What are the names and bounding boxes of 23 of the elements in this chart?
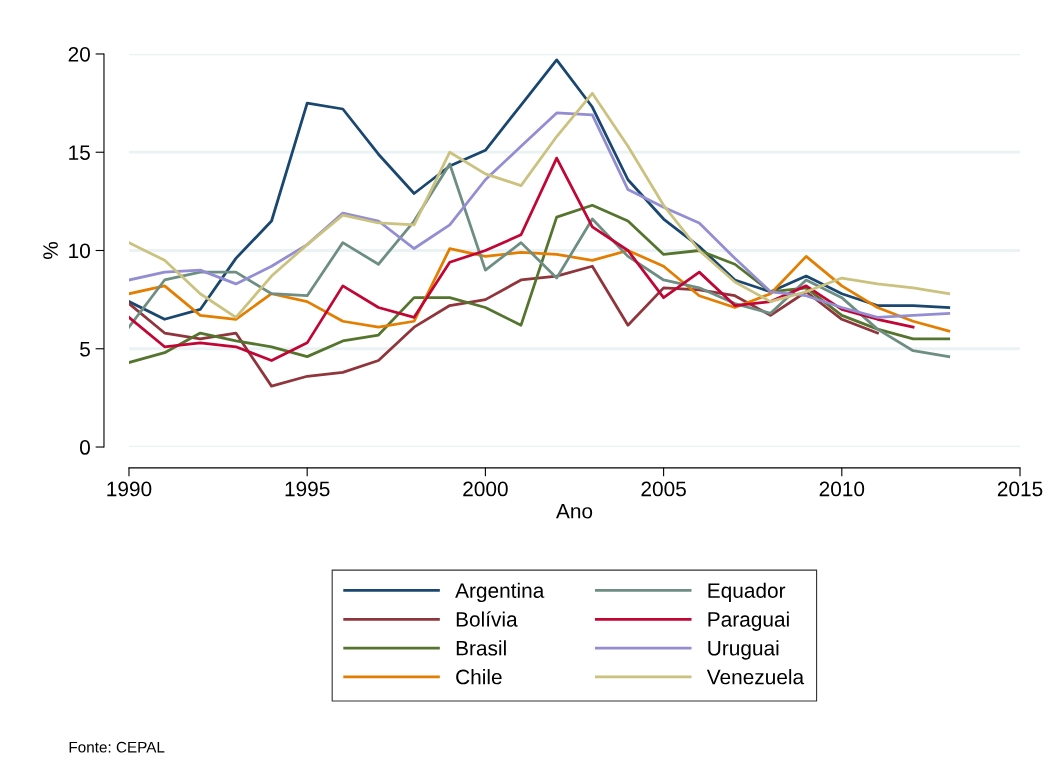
legend-label: Venezuela — [706, 669, 805, 685]
x-tick-label: 2015 — [997, 481, 1043, 497]
y-tick-label: 20 — [68, 46, 90, 62]
legend-label: Paraguai — [708, 611, 789, 631]
x-axis-title: Ano — [556, 504, 593, 519]
y-tick-label: 10 — [69, 243, 90, 259]
x-tick-label: 2005 — [641, 481, 686, 497]
x-tick-label: 2000 — [463, 481, 508, 497]
y-tick-label: 15 — [69, 145, 90, 160]
y-axis-title: % — [43, 241, 58, 260]
legend-label: Bolívia — [456, 611, 518, 627]
y-tick-label: 5 — [80, 341, 90, 357]
y-tick-label: 0 — [80, 440, 90, 455]
x-tick-label: 2010 — [819, 481, 865, 497]
x-tick-label: 1995 — [285, 481, 330, 497]
legend-label: Uruguai — [708, 640, 779, 660]
source-note: Fonte: CEPAL — [69, 741, 165, 753]
legend-label: Argentina — [455, 582, 545, 603]
legend-label: Brasil — [456, 640, 506, 656]
legend-label: Equador — [708, 582, 786, 603]
x-tick-label: 1990 — [107, 481, 152, 497]
legend-label: Chile — [456, 669, 502, 685]
line-series — [128, 203, 951, 364]
